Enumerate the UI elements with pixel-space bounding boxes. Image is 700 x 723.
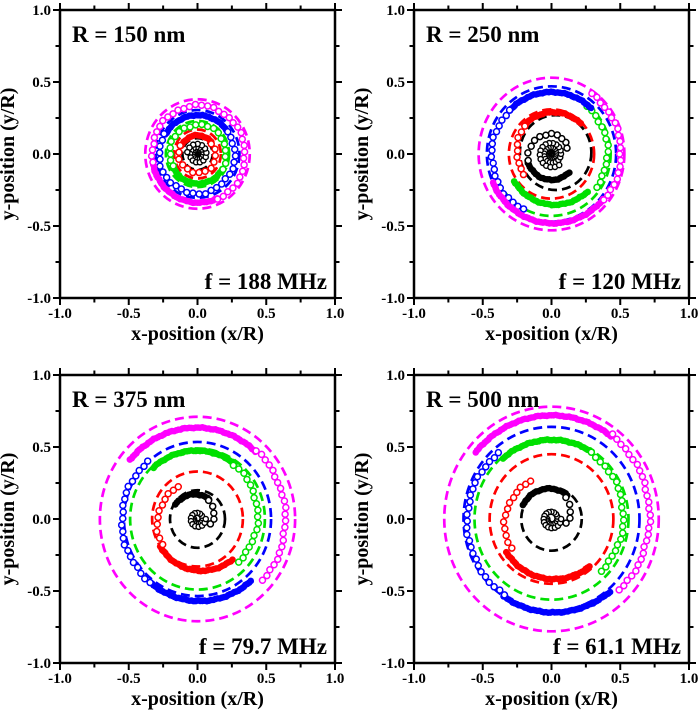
y-tick-label: 1.0 (386, 3, 405, 19)
red-segment-trajectory (175, 131, 220, 177)
red-segment-predicted-orbit (507, 108, 596, 200)
green-segment-trajectory (499, 436, 628, 576)
x-tick-label: 1.0 (680, 671, 699, 687)
plot-svg: -1.0-1.0 -0.5 -0.5 0.0 0.0 0.5 0.5 1.0 1.0 x-posi… (0, 3, 345, 345)
red-segment-predicted-orbit (150, 470, 245, 568)
frequency-annotation: f = 188 MHz (205, 269, 327, 294)
magenta-segment-predicted-orbit (98, 415, 297, 623)
x-tick-label: -0.5 (117, 306, 141, 322)
y-tick-label: -0.5 (381, 584, 405, 600)
black-segment-trajectory (184, 140, 210, 166)
red-segment-trajectory (513, 108, 585, 179)
x-tick-label: -1.0 (48, 671, 72, 687)
magenta-segment-predicted-orbit (143, 97, 252, 211)
green-segment-trajectory (510, 102, 613, 209)
blue-segment-trajectory (117, 457, 255, 605)
y-tick-label: -1.0 (381, 291, 405, 307)
x-axis-label: x-position (x/R) (485, 323, 618, 345)
radius-annotation: R = 375 nm (72, 387, 185, 412)
panel-3: -1.0 -1.0 -0.5 -0.5 0.0 0.0 0.5 0.5 1.0 1.0 x-posi… (0, 360, 350, 723)
panel-4: -1.0 -1.0 -0.5 -0.5 0.0 0.0 0.5 0.5 1.0 1.0 x-posi… (350, 360, 700, 723)
x-tick-label: 0.5 (611, 306, 630, 322)
y-tick-label: 1.0 (386, 368, 405, 384)
y-tick-label: 0.0 (386, 512, 405, 528)
green-segment-trajectory (166, 120, 230, 188)
plot-svg: -1.0-1.0 -0.5 -0.5 0.0 0.0 0.5 0.5 1.0 1.0 x-posi… (351, 3, 699, 345)
y-tick-label: 0.5 (386, 75, 405, 91)
y-tick-label: -1.0 (27, 656, 51, 672)
y-tick-label: -1.0 (381, 656, 405, 672)
frequency-annotation: f = 79.7 MHz (199, 634, 327, 659)
x-tick-label: 0.5 (611, 671, 630, 687)
x-tick-label: 1.0 (326, 671, 345, 687)
radius-annotation: R = 150 nm (72, 22, 185, 47)
radius-annotation: R = 500 nm (426, 387, 539, 412)
x-tick-label: 0.5 (257, 306, 276, 322)
x-axis-label: x-position (x/R) (485, 688, 618, 710)
black-segment-predicted-orbit (168, 488, 227, 550)
x-tick-label: 0.0 (188, 671, 207, 687)
blue-segment-trajectory (487, 88, 595, 213)
black-segment-trajectory (519, 484, 575, 532)
x-tick-label: 0.0 (188, 306, 207, 322)
y-tick-label: 0.5 (32, 440, 51, 456)
y-tick-label: 0.5 (32, 75, 51, 91)
y-tick-label: 0.0 (32, 512, 51, 528)
red-segment-trajectory (153, 483, 236, 575)
magenta-segment-trajectory (472, 411, 655, 594)
blue-segment-predicted-orbit (154, 108, 241, 200)
x-tick-label: -0.5 (471, 306, 495, 322)
frequency-annotation: f = 120 MHz (559, 269, 681, 294)
x-axis-label: x-position (x/R) (131, 323, 264, 345)
green-segment-trajectory (150, 447, 263, 566)
x-tick-label: -0.5 (471, 671, 495, 687)
y-axis-label: y-position (y/R) (351, 453, 373, 586)
y-axis-label: y-position (y/R) (351, 88, 373, 221)
radius-annotation: R = 250 nm (426, 22, 539, 47)
x-tick-label: -1.0 (402, 306, 426, 322)
x-tick-label: 0.0 (542, 306, 561, 322)
x-tick-label: 0.5 (257, 671, 276, 687)
y-tick-label: -1.0 (27, 291, 51, 307)
black-segment-trajectory (171, 490, 218, 531)
blue-segment-predicted-orbit (122, 440, 273, 598)
magenta-segment-trajectory (126, 423, 290, 585)
y-tick-label: -0.5 (27, 584, 51, 600)
x-axis-label: x-position (x/R) (131, 688, 264, 710)
frequency-annotation: f = 61.1 MHz (553, 634, 681, 659)
x-tick-label: 1.0 (326, 306, 345, 322)
panel-1: -1.0 -1.0 -0.5 -0.5 0.0 0.0 0.5 0.5 1.0 1.0 x-posi… (0, 0, 350, 360)
y-axis-label: y-position (y/R) (0, 88, 19, 221)
magenta-segment-predicted-orbit (442, 405, 661, 633)
red-segment-predicted-orbit (488, 452, 615, 586)
magenta-segment-trajectory (147, 100, 249, 207)
plot-svg: -1.0-1.0 -0.5 -0.5 0.0 0.0 0.5 0.5 1.0 1.0 x-posi… (0, 368, 345, 710)
y-tick-label: -0.5 (381, 219, 405, 235)
plot-frame (58, 373, 337, 665)
blue-segment-trajectory (155, 111, 240, 198)
x-tick-label: -1.0 (48, 306, 72, 322)
x-tick-label: 0.0 (542, 671, 561, 687)
x-tick-label: -1.0 (402, 671, 426, 687)
y-tick-label: -0.5 (27, 219, 51, 235)
panel-2: -1.0 -1.0 -0.5 -0.5 0.0 0.0 0.5 0.5 1.0 1.0 x-posi… (350, 0, 700, 360)
black-segment-trajectory (524, 129, 573, 184)
x-tick-label: -0.5 (117, 671, 141, 687)
magenta-segment-trajectory (489, 89, 625, 228)
y-tick-label: 0.0 (386, 147, 405, 163)
red-segment-trajectory (499, 477, 593, 583)
y-tick-label: 1.0 (32, 3, 51, 19)
magenta-segment-predicted-orbit (477, 76, 626, 232)
y-tick-label: 1.0 (32, 368, 51, 384)
blue-segment-trajectory (463, 448, 614, 616)
x-tick-label: 1.0 (680, 306, 699, 322)
plot-svg: -1.0-1.0 -0.5 -0.5 0.0 0.0 0.5 0.5 1.0 1.0 x-posi… (351, 368, 699, 710)
y-axis-label: y-position (y/R) (0, 453, 19, 586)
y-tick-label: 0.5 (386, 440, 405, 456)
y-tick-label: 0.0 (32, 147, 51, 163)
